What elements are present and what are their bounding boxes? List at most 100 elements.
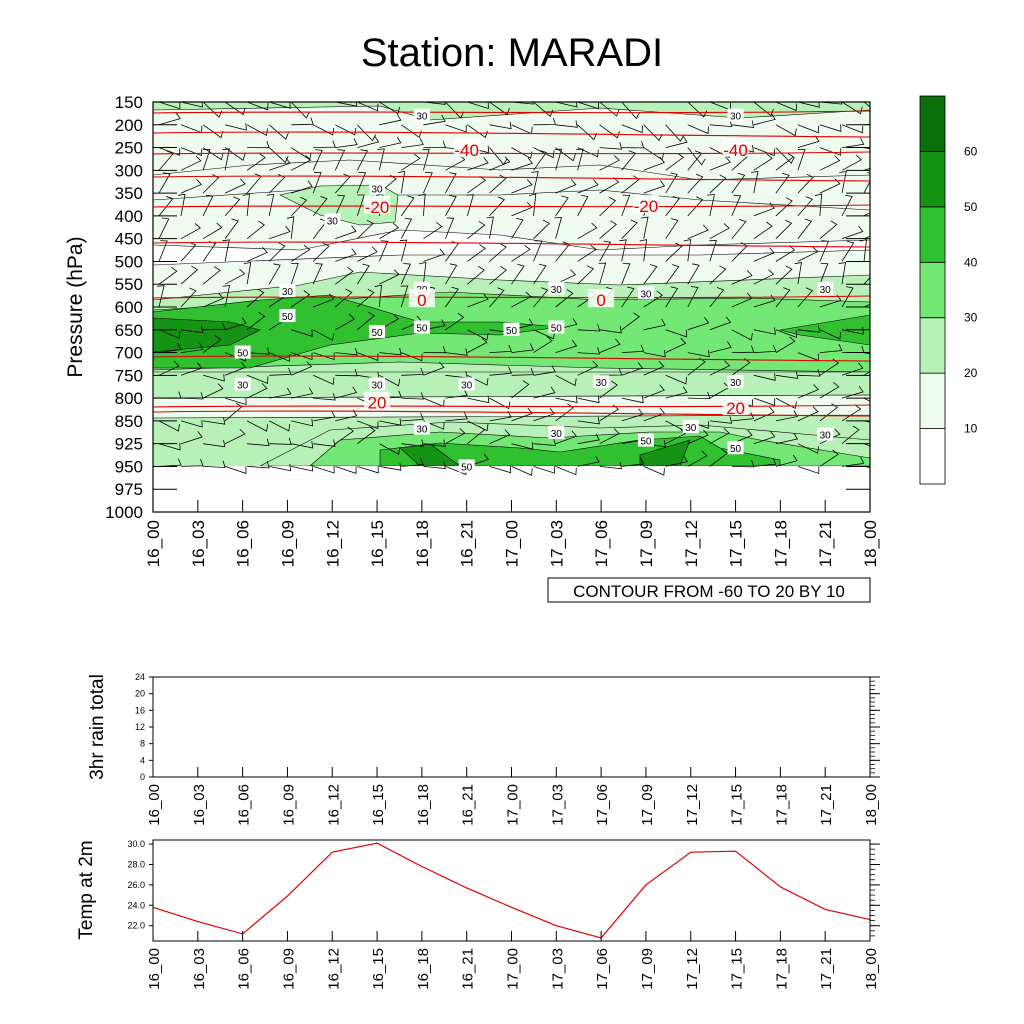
wind-barb: [399, 239, 408, 262]
wind-barb: [335, 426, 354, 445]
wind-barb: [157, 285, 165, 308]
wind-barb: [158, 195, 174, 217]
wind-barb: [687, 263, 700, 285]
wind-barb: [709, 416, 733, 424]
wind-barb: [687, 349, 710, 358]
wind-barb: [819, 102, 843, 105]
pressure-tick-label: 350: [115, 184, 143, 203]
wind-barb: [291, 329, 313, 337]
temp-contour-label: -20: [364, 195, 391, 217]
rain-y-tick-label: 16: [135, 705, 145, 715]
wind-barb: [379, 418, 402, 426]
wind-barb: [291, 155, 312, 171]
wind-barb: [687, 391, 711, 400]
wind-barb: [202, 222, 223, 240]
pressure-tick-label: 800: [115, 389, 143, 408]
wind-barb: [775, 397, 797, 410]
wind-barb: [841, 240, 855, 262]
wind-barb: [486, 216, 494, 239]
colorbar-label: 40: [964, 255, 978, 269]
wind-barb: [180, 325, 204, 334]
wind-barb: [775, 287, 791, 308]
wind-barb: [158, 329, 181, 339]
time-tick-label: 16_12: [325, 948, 342, 990]
wind-barb: [180, 419, 203, 428]
wind-barb: [357, 311, 375, 331]
contour-label-text: 50: [372, 328, 384, 339]
wind-barb: [863, 276, 870, 285]
wind-barb: [775, 219, 793, 239]
wind-barb: [269, 463, 292, 472]
wind-barb: [268, 124, 289, 140]
wind-barb: [445, 217, 455, 239]
wind-barb: [268, 242, 286, 262]
contour-label-text: 30: [730, 112, 742, 123]
contour-label-text: 30: [596, 378, 608, 389]
wind-barb: [577, 265, 595, 285]
wind-barb: [577, 195, 589, 217]
temp-contour-label-text: -40: [723, 141, 748, 160]
wind-barb: [555, 374, 577, 387]
wind-barb: [643, 384, 665, 399]
wind-barb: [731, 329, 753, 341]
temp-contour-label-text: 0: [417, 291, 426, 310]
temp-contour-label: 0: [408, 289, 435, 310]
wind-barb: [709, 341, 732, 353]
wind-barb: [489, 174, 507, 194]
wind-barb: [753, 327, 776, 335]
pressure-axis: 1502002503003504004505005506006507007508…: [105, 93, 870, 522]
wind-barb: [202, 266, 221, 285]
wind-barb: [312, 242, 330, 262]
wind-barb: [819, 124, 842, 132]
wind-barb: [224, 147, 246, 161]
contour-label: 30: [413, 421, 430, 435]
wind-barb: [180, 362, 203, 376]
wind-barb: [445, 348, 468, 356]
wind-barb: [335, 266, 354, 285]
contour-label: 30: [458, 377, 475, 391]
wind-barb: [709, 428, 730, 445]
wind-barb: [599, 220, 617, 240]
wind-barb: [528, 193, 537, 216]
contour-label: 50: [548, 320, 565, 335]
wind-barb: [775, 197, 793, 217]
contour-label-text: 30: [551, 285, 563, 296]
wind-barb: [599, 325, 622, 334]
temp-contour-line: [153, 295, 870, 299]
wind-barb: [643, 361, 665, 376]
wind-barb: [242, 193, 250, 216]
time-tick-label: 16_21: [458, 520, 477, 567]
wind-barb: [357, 465, 379, 474]
wind-barb: [247, 347, 270, 355]
time-tick-label: 16_15: [368, 520, 387, 567]
time-tick-label: 17_15: [729, 948, 746, 990]
contour-label-text: 30: [416, 112, 428, 123]
contour-label-text: 30: [237, 380, 249, 391]
wind-barb: [202, 335, 222, 353]
wind-barb: [753, 147, 775, 157]
wind-barb: [445, 172, 457, 194]
wind-barb: [577, 416, 600, 425]
wind-barb: [246, 102, 269, 111]
wind-barb: [797, 325, 821, 333]
wind-barb: [753, 457, 777, 467]
wind-barb: [180, 431, 203, 445]
wind-barb: [202, 148, 211, 171]
wind-barb: [489, 102, 510, 116]
wind-barb: [180, 392, 204, 400]
time-tick-label: 18_00: [863, 784, 880, 826]
wind-barb: [665, 152, 685, 171]
wind-barb: [577, 102, 599, 110]
temp-contour-label: -40: [722, 138, 749, 160]
wind-barb: [445, 388, 468, 399]
wind-barb: [599, 240, 612, 262]
wind-barb: [665, 195, 680, 217]
shade-band-low-30: [153, 371, 870, 399]
wind-barb: [775, 152, 794, 171]
wind-barb: [750, 171, 759, 194]
wind-barb: [619, 239, 627, 262]
wind-barb: [158, 343, 182, 353]
wind-barb: [467, 266, 485, 285]
